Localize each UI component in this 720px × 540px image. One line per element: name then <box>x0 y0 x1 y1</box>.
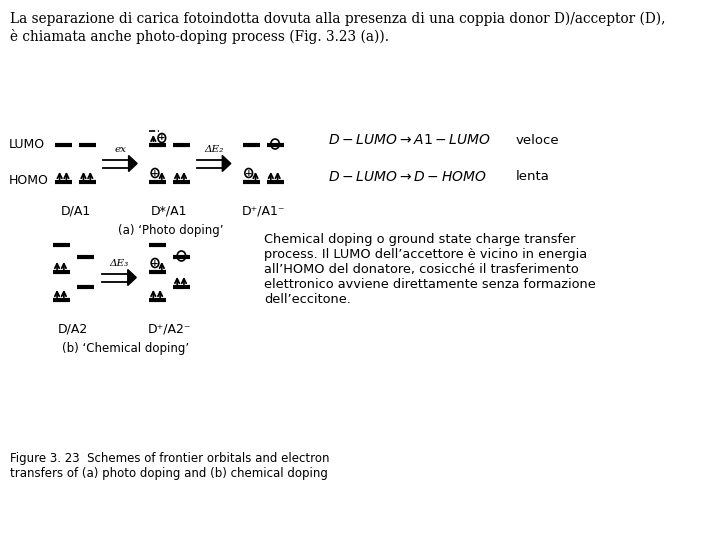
Text: D/A2: D/A2 <box>58 322 89 335</box>
Text: D/A1: D/A1 <box>60 204 91 217</box>
Text: Figure 3. 23  Schemes of frontier orbitals and electron
transfers of (a) photo d: Figure 3. 23 Schemes of frontier orbital… <box>10 452 330 480</box>
Text: ΔE₂: ΔE₂ <box>204 145 223 153</box>
Text: D⁺/A1⁻: D⁺/A1⁻ <box>241 204 285 217</box>
Text: ΔE₃: ΔE₃ <box>109 259 129 267</box>
Text: D⁺/A2⁻: D⁺/A2⁻ <box>148 322 192 335</box>
Polygon shape <box>129 156 137 172</box>
Text: La separazione di carica fotoindotta dovuta alla presenza di una coppia donor D): La separazione di carica fotoindotta dov… <box>10 12 666 44</box>
Text: (b) ‘Chemical doping’: (b) ‘Chemical doping’ <box>63 342 189 355</box>
Text: HOMO: HOMO <box>9 174 48 187</box>
Text: +: + <box>158 133 166 143</box>
Text: (a) ‘Photo doping’: (a) ‘Photo doping’ <box>117 224 223 237</box>
Text: D*/A1: D*/A1 <box>151 204 188 217</box>
Text: Chemical doping o ground state charge transfer
process. Il LUMO dell’accettore è: Chemical doping o ground state charge tr… <box>264 233 595 306</box>
Text: −: − <box>271 139 279 149</box>
Text: veloce: veloce <box>516 133 559 146</box>
Text: $D-LUMO \rightarrow D-HOMO$: $D-LUMO \rightarrow D-HOMO$ <box>328 170 487 184</box>
Text: +: + <box>245 168 253 178</box>
Text: lenta: lenta <box>516 171 549 184</box>
Text: LUMO: LUMO <box>9 138 45 151</box>
Text: ex: ex <box>114 145 126 153</box>
Text: +: + <box>151 259 159 267</box>
Polygon shape <box>127 269 136 286</box>
Text: −: − <box>177 251 186 261</box>
Polygon shape <box>222 156 231 172</box>
Text: $D-LUMO \rightarrow A1-LUMO$: $D-LUMO \rightarrow A1-LUMO$ <box>328 133 491 147</box>
Text: +: + <box>151 168 159 178</box>
